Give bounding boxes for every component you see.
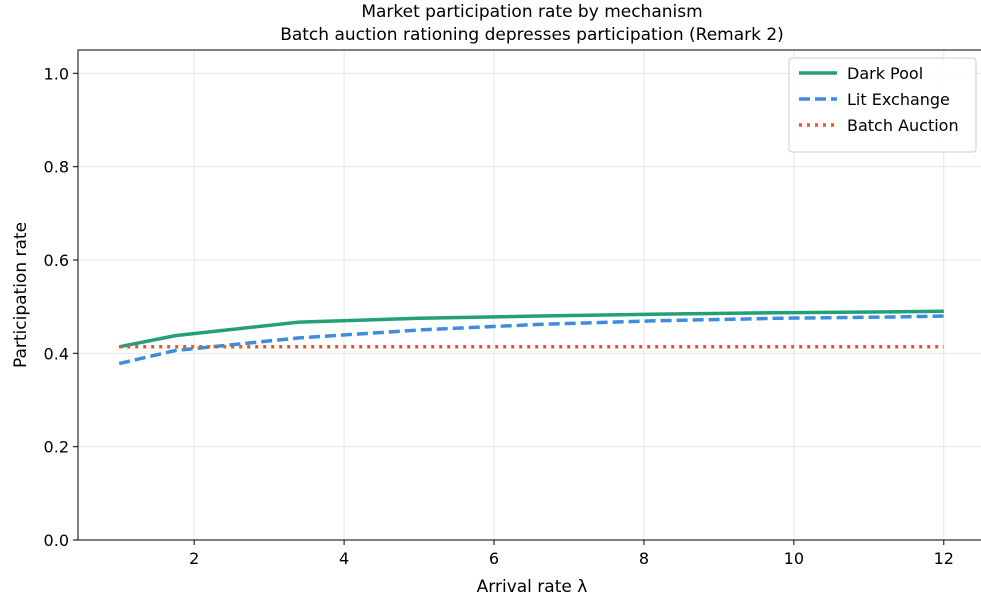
y-tick-label: 0.2 xyxy=(44,438,69,457)
y-tick-label: 0.8 xyxy=(44,158,69,177)
x-axis-label: Arrival rate λ xyxy=(477,577,588,597)
legend: Dark Pool Lit Exchange Batch Auction xyxy=(788,57,977,153)
y-axis-label: Participation rate xyxy=(11,222,31,368)
x-tick-label: 10 xyxy=(784,549,804,568)
chart-subtitle: Batch auction rationing depresses partic… xyxy=(280,25,784,45)
series-line-lit-exchange xyxy=(118,314,944,366)
y-tick-label: 0.4 xyxy=(44,344,69,363)
x-tick-label: 8 xyxy=(639,549,649,568)
x-tick-label: 12 xyxy=(934,549,954,568)
series-line-dark-pool xyxy=(118,309,944,349)
legend-label: Lit Exchange xyxy=(847,90,950,109)
y-tick-label: 0.6 xyxy=(44,251,69,270)
legend-label: Dark Pool xyxy=(847,64,923,83)
plot-frame xyxy=(77,49,981,541)
legend-label: Batch Auction xyxy=(847,116,959,135)
y-tick-label: 0.0 xyxy=(44,531,69,550)
chart-title: Market participation rate by mechanism xyxy=(361,2,702,22)
legend-box xyxy=(788,57,977,153)
series-lines xyxy=(118,309,944,366)
x-tick-label: 2 xyxy=(189,549,199,568)
y-tick-label: 1.0 xyxy=(44,64,69,83)
x-tick-label: 6 xyxy=(489,549,499,568)
x-tick-label: 4 xyxy=(339,549,349,568)
axis-ticks: 2 4 6 8 10 12 0.0 0.2 0.4 0.6 0.8 1.0 xyxy=(44,64,954,568)
